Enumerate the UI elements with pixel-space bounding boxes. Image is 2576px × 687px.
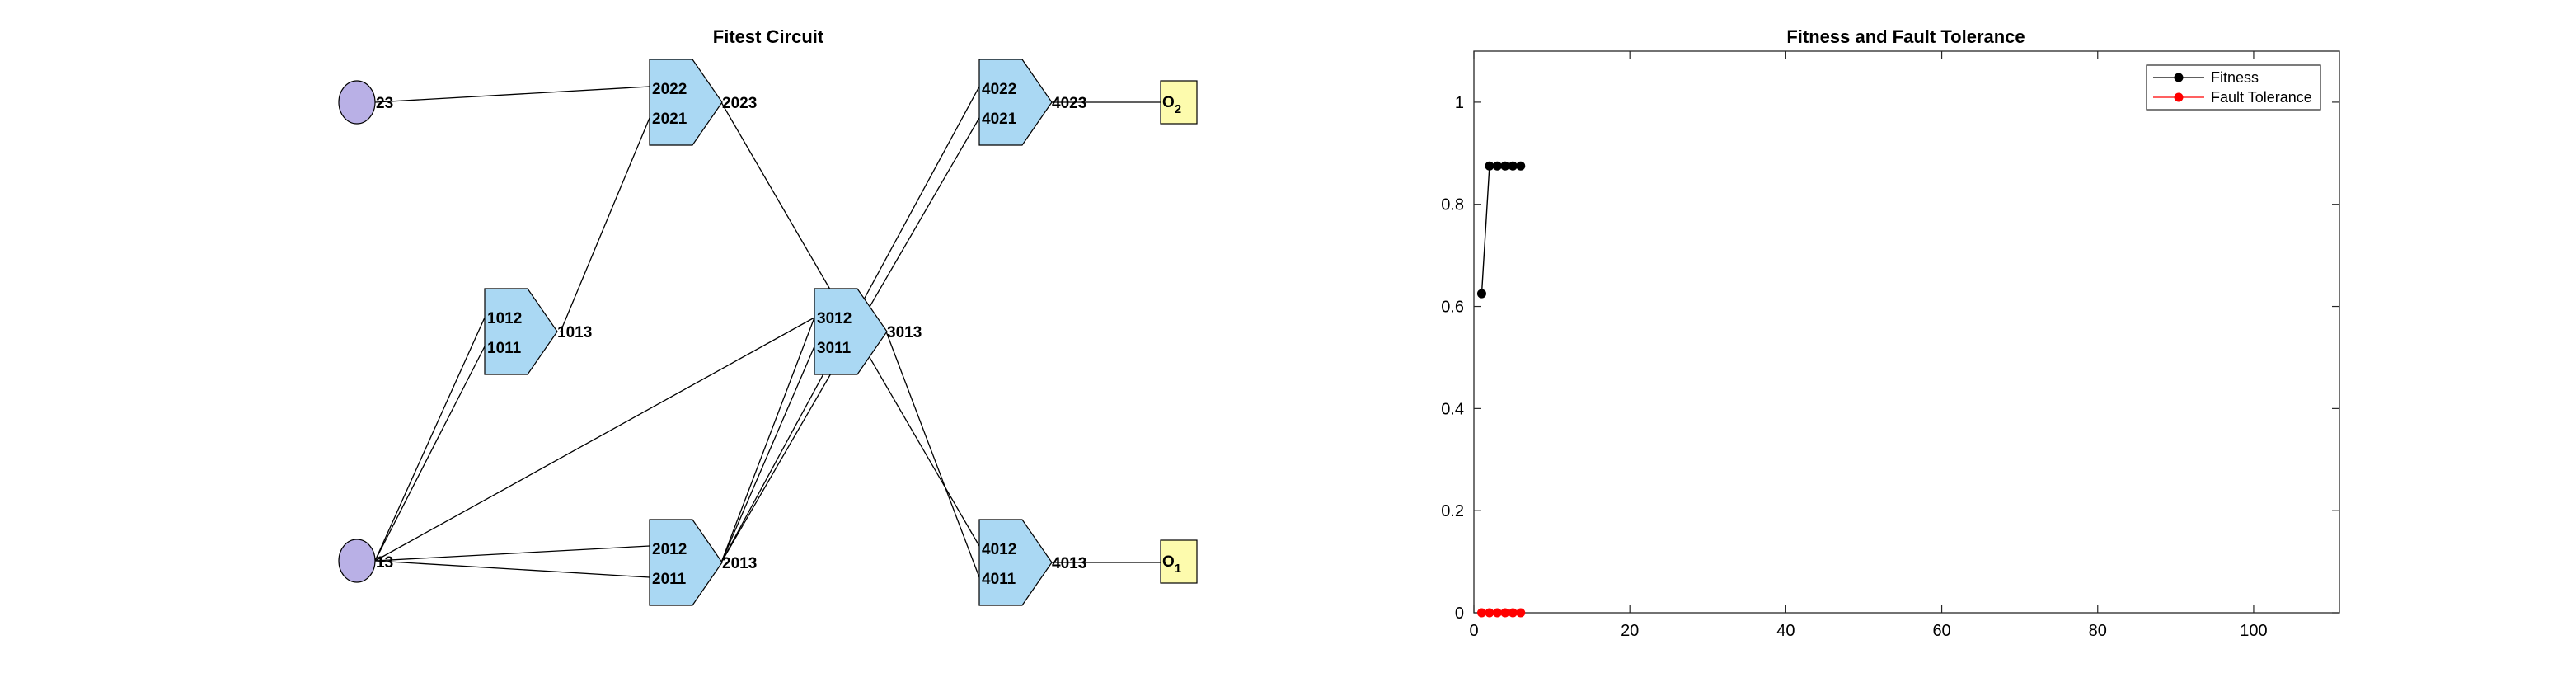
- x-tick-label: 100: [2240, 622, 2267, 640]
- axis-ticks: 0 20 40 60 80 100 0 0.2 0.4 0.6 0.8 1: [1441, 51, 2339, 640]
- gate-body: [978, 59, 1053, 146]
- y-tick-label: 0.2: [1441, 502, 1464, 520]
- data-point-fault-tolerance: [1476, 608, 1486, 618]
- x-tick-label: 40: [1776, 622, 1795, 640]
- data-point-fitness: [1476, 289, 1486, 299]
- gate-input-bottom-label: 2021: [652, 111, 687, 128]
- data-point-fault-tolerance: [1516, 608, 1526, 618]
- x-tick-label: 60: [1932, 622, 1950, 640]
- wire-13-to-2011: [374, 560, 650, 578]
- data-point-fitness: [1516, 161, 1526, 171]
- gate-input-bottom-label: 4011: [982, 571, 1016, 588]
- gate-input-bottom-label: 1011: [487, 340, 522, 357]
- circuit-title: Fitest Circuit: [713, 26, 824, 47]
- gate-body: [649, 519, 723, 606]
- x-tick-label: 0: [1469, 622, 1478, 640]
- wire-13-to-2012: [374, 545, 650, 562]
- gate-body: [649, 59, 723, 146]
- circuit-diagram: Fitest Circuit 23 13: [338, 26, 1198, 606]
- y-tick-label: 0: [1455, 605, 1464, 623]
- gate-output-label: 2013: [722, 555, 757, 572]
- legend-fault-tolerance-marker: [2174, 92, 2184, 102]
- input-label: 13: [376, 554, 393, 572]
- input-node-13: 13: [338, 539, 393, 583]
- gate-body: [978, 519, 1053, 606]
- x-tick-label: 80: [2089, 622, 2107, 640]
- y-tick-label: 0.4: [1441, 400, 1464, 418]
- gate-input-top-label: 2022: [652, 81, 687, 98]
- input-node-23: 23: [338, 80, 393, 125]
- gate-4b: 4012 4011 4013: [978, 519, 1086, 606]
- svg-text:O1: O1: [1162, 553, 1181, 576]
- data-point-fault-tolerance: [1508, 608, 1518, 618]
- data-point-fault-tolerance: [1492, 608, 1502, 618]
- series-layer: [1476, 161, 1526, 618]
- data-point-fault-tolerance: [1500, 608, 1510, 618]
- output-subscript: 1: [1175, 562, 1181, 576]
- wire-3013-to-4011: [885, 331, 980, 578]
- output-node-o1: O1: [1160, 539, 1198, 584]
- gate-input-top-label: 3012: [817, 310, 852, 327]
- wire-13-to-1012: [374, 317, 486, 562]
- series-fitness: [1476, 161, 1526, 299]
- output-subscript: 2: [1175, 102, 1181, 116]
- y-tick-label: 1: [1455, 94, 1464, 112]
- data-point-fitness: [1500, 161, 1510, 171]
- gate-input-top-label: 4022: [982, 81, 1016, 98]
- gate-2b: 2012 2011 2013: [649, 519, 757, 606]
- gate-3: 3012 3011 3013: [814, 288, 922, 375]
- wire-13-to-3012: [374, 317, 815, 562]
- svg-text:O2: O2: [1162, 94, 1181, 116]
- input-ellipse: [338, 539, 376, 583]
- series-fault-tolerance: [1476, 608, 1526, 618]
- gate-body: [814, 288, 888, 375]
- x-tick-label: 20: [1621, 622, 1639, 640]
- plot-area: [1473, 50, 2340, 614]
- y-tick-label: 0.8: [1441, 196, 1464, 214]
- gate-output-label: 1013: [557, 324, 592, 341]
- wire-2013-to-3012: [720, 317, 815, 563]
- data-point-fitness: [1492, 161, 1502, 171]
- data-point-fault-tolerance: [1485, 608, 1494, 618]
- gate-body: [484, 288, 558, 375]
- output-label: O: [1162, 553, 1175, 571]
- gate-input-top-label: 4012: [982, 541, 1016, 558]
- data-point-fitness: [1508, 161, 1518, 171]
- wire-23-to-2022: [374, 86, 650, 103]
- gate-input-bottom-label: 2011: [652, 571, 687, 588]
- legend: Fitness Fault Tolerance: [2146, 64, 2321, 111]
- gate-1: 1012 1011 1013: [484, 288, 592, 375]
- legend-fitness-marker: [2174, 73, 2184, 82]
- gate-output-label: 4023: [1052, 95, 1086, 112]
- output-label: O: [1162, 94, 1175, 111]
- chart-title: Fitness and Fault Tolerance: [1786, 26, 2025, 47]
- input-label: 23: [376, 95, 393, 112]
- legend-fault-tolerance-label: Fault Tolerance: [2211, 89, 2312, 106]
- y-tick-label: 0.6: [1441, 299, 1464, 317]
- output-box: [1160, 80, 1198, 125]
- gate-input-top-label: 1012: [487, 310, 522, 327]
- gate-input-top-label: 2012: [652, 541, 687, 558]
- fitness-chart: Fitness and Fault Tolerance 0 20 40 60 80 100…: [1441, 26, 2340, 640]
- data-point-fitness: [1485, 161, 1494, 171]
- output-box: [1160, 539, 1198, 584]
- gate-input-bottom-label: 3011: [817, 340, 852, 357]
- gate-4a: 4022 4021 4023: [978, 59, 1086, 146]
- gate-2a: 2022 2021 2023: [649, 59, 757, 146]
- input-ellipse: [338, 80, 376, 125]
- gate-input-bottom-label: 4021: [982, 111, 1017, 128]
- legend-box: [2146, 64, 2321, 111]
- gate-output-label: 3013: [887, 324, 922, 341]
- wire-2013-to-3011: [720, 346, 815, 563]
- output-node-o2: O2: [1160, 80, 1198, 125]
- gate-output-label: 2023: [722, 95, 757, 112]
- legend-fitness-label: Fitness: [2211, 69, 2259, 86]
- wire-1013-to-2021: [560, 117, 650, 332]
- wire-13-to-1011: [374, 346, 486, 562]
- gate-output-label: 4013: [1052, 555, 1086, 572]
